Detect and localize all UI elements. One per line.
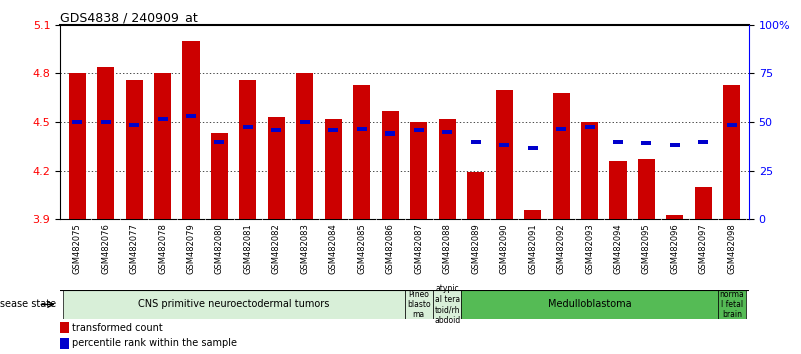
Bar xyxy=(101,120,111,124)
Bar xyxy=(215,139,224,144)
Bar xyxy=(556,127,566,131)
Bar xyxy=(324,119,342,219)
Bar xyxy=(405,290,433,319)
Bar xyxy=(524,210,541,219)
Text: GSM482086: GSM482086 xyxy=(386,223,395,274)
Bar xyxy=(126,80,143,219)
Bar xyxy=(72,120,83,124)
Bar xyxy=(461,290,718,319)
Bar xyxy=(296,73,313,219)
Bar xyxy=(610,161,626,219)
Bar xyxy=(211,133,228,219)
Bar xyxy=(698,139,708,144)
Bar xyxy=(694,187,712,219)
Bar xyxy=(433,290,461,319)
Bar xyxy=(410,122,427,219)
Text: GSM482085: GSM482085 xyxy=(357,223,366,274)
Bar xyxy=(183,41,199,219)
Bar xyxy=(727,123,737,127)
Text: GSM482098: GSM482098 xyxy=(727,223,736,274)
Text: GSM482096: GSM482096 xyxy=(670,223,679,274)
Bar xyxy=(186,114,196,118)
Text: GSM482084: GSM482084 xyxy=(329,223,338,274)
Bar xyxy=(60,322,69,333)
Text: CNS primitive neuroectodermal tumors: CNS primitive neuroectodermal tumors xyxy=(138,299,329,309)
Bar xyxy=(243,125,253,129)
Bar xyxy=(666,215,683,219)
Text: GSM482097: GSM482097 xyxy=(699,223,708,274)
Text: GSM482081: GSM482081 xyxy=(244,223,252,274)
Bar xyxy=(239,80,256,219)
Bar xyxy=(268,117,285,219)
Bar xyxy=(385,131,395,136)
Bar xyxy=(718,290,746,319)
Text: GSM482090: GSM482090 xyxy=(500,223,509,274)
Text: GSM482087: GSM482087 xyxy=(414,223,423,274)
Bar xyxy=(129,123,139,127)
Text: GSM482079: GSM482079 xyxy=(187,223,195,274)
Bar xyxy=(439,119,456,219)
Bar xyxy=(499,143,509,147)
Text: percentile rank within the sample: percentile rank within the sample xyxy=(72,338,237,348)
Text: GSM482077: GSM482077 xyxy=(130,223,139,274)
Text: GSM482088: GSM482088 xyxy=(443,223,452,274)
Text: GSM482092: GSM482092 xyxy=(557,223,566,274)
Bar xyxy=(382,111,399,219)
Text: GSM482082: GSM482082 xyxy=(272,223,281,274)
Text: GSM482083: GSM482083 xyxy=(300,223,309,274)
Bar xyxy=(471,139,481,144)
Bar xyxy=(581,122,598,219)
Bar xyxy=(467,172,485,219)
Text: GSM482078: GSM482078 xyxy=(158,223,167,274)
Bar xyxy=(154,73,171,219)
Text: GSM482076: GSM482076 xyxy=(101,223,110,274)
Bar xyxy=(300,120,310,124)
Bar xyxy=(63,290,405,319)
Bar xyxy=(496,90,513,219)
Bar xyxy=(723,85,740,219)
Text: Pineo
blasto
ma: Pineo blasto ma xyxy=(407,290,431,319)
Text: disease state: disease state xyxy=(0,299,56,309)
Bar xyxy=(442,130,453,134)
Text: Medulloblastoma: Medulloblastoma xyxy=(548,299,631,309)
Bar xyxy=(60,338,69,349)
Bar xyxy=(553,93,570,219)
Text: GSM482089: GSM482089 xyxy=(471,223,480,274)
Bar xyxy=(353,85,370,219)
Bar xyxy=(328,128,338,132)
Bar xyxy=(585,125,594,129)
Text: transformed count: transformed count xyxy=(72,322,163,332)
Bar xyxy=(272,128,281,132)
Text: atypic
al tera
toid/rh
abdoid: atypic al tera toid/rh abdoid xyxy=(434,284,461,325)
Text: GDS4838 / 240909_at: GDS4838 / 240909_at xyxy=(60,11,198,24)
Text: GSM482094: GSM482094 xyxy=(614,223,622,274)
Bar xyxy=(528,146,537,150)
Text: norma
l fetal
brain: norma l fetal brain xyxy=(719,290,744,319)
Text: GSM482091: GSM482091 xyxy=(528,223,537,274)
Text: GSM482080: GSM482080 xyxy=(215,223,224,274)
Bar xyxy=(414,128,424,132)
Bar xyxy=(670,143,680,147)
Text: GSM482095: GSM482095 xyxy=(642,223,651,274)
Bar xyxy=(642,141,651,145)
Bar xyxy=(613,139,623,144)
Bar xyxy=(158,117,167,121)
Bar xyxy=(69,73,86,219)
Text: GSM482075: GSM482075 xyxy=(73,223,82,274)
Text: GSM482093: GSM482093 xyxy=(585,223,594,274)
Bar xyxy=(97,67,115,219)
Bar xyxy=(356,127,367,131)
Bar xyxy=(638,159,655,219)
